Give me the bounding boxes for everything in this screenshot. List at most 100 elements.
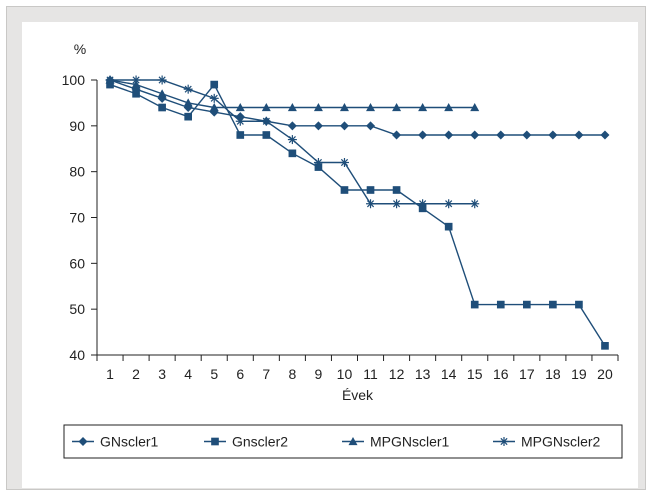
diamond-marker [548,130,558,140]
asterisk-marker [105,75,115,85]
legend-label: Gnscler2 [232,434,288,450]
asterisk-marker [209,93,219,103]
square-marker [211,437,219,446]
diamond-marker [287,121,297,131]
legend: GNscler1 Gnscler2 MPGNscler1 MPGNscler2 [63,424,623,459]
asterisk-marker [366,199,376,209]
y-tick-label: 50 [69,301,85,317]
triangle-marker [418,103,428,112]
x-tick-label: 19 [571,366,587,382]
asterisk-marker [157,75,167,85]
diamond-marker [418,130,428,140]
triangle-marker [183,98,193,107]
x-tick-label: 11 [363,366,378,382]
y-axis-label: % [74,41,86,57]
x-tick-label: 16 [493,366,509,382]
asterisk-marker [418,199,428,209]
diamond-marker [392,130,402,140]
asterisk-marker [470,199,480,209]
diamond-marker [470,130,480,140]
legend-label: MPGNscler1 [370,434,450,450]
x-tick-label: 10 [337,366,353,382]
square-marker [444,222,453,231]
triangle-marker [157,89,167,98]
x-tick-label: 9 [315,366,323,382]
square-marker [158,103,166,112]
legend-item: MPGNscler1 [342,434,450,450]
square-marker [549,300,557,309]
x-tick-label: 15 [467,366,483,382]
square-marker [210,80,219,89]
asterisk-marker [183,84,193,94]
diamond-marker [574,130,584,140]
diamond-marker [78,437,88,446]
triangle-marker [470,103,480,112]
series-gnscler2 [106,80,609,350]
series-layer [105,75,610,350]
legend-item: MPGNscler2 [493,434,601,450]
asterisk-marker [261,116,271,126]
diamond-marker [496,130,506,140]
x-tick-label: 20 [597,366,613,382]
x-axis-label: Évek [342,387,374,403]
x-tick-label: 13 [415,366,431,382]
y-tick-label: 80 [69,164,85,180]
triangle-marker [235,103,245,112]
diamond-marker [444,130,454,140]
asterisk-marker [339,158,349,167]
triangle-marker [366,103,376,112]
y-tick-label: 90 [69,118,85,134]
square-marker [575,300,583,309]
x-tick-label: 17 [519,366,535,382]
x-tick-label: 4 [184,366,192,382]
legend-label: GNscler1 [100,434,159,450]
asterisk-marker [287,135,297,145]
y-tick-label: 70 [69,210,85,226]
asterisk-marker [131,75,141,85]
asterisk-marker [313,158,323,167]
square-marker [392,186,401,194]
y-tick-label: 40 [69,347,85,363]
asterisk-marker [499,437,509,446]
x-tick-label: 18 [545,366,561,382]
x-tick-label: 6 [236,366,244,382]
square-marker [496,300,505,309]
chart-frame [6,6,646,490]
square-marker [262,131,271,139]
triangle-marker [261,103,271,112]
triangle-marker [313,103,323,112]
y-tick-label: 100 [62,72,86,88]
series-line [109,83,606,347]
legend-item: GNscler1 [72,434,159,450]
triangle-marker [392,103,402,112]
square-marker [236,131,245,139]
x-tick-label: 3 [158,366,166,382]
square-marker [106,80,114,89]
legend-item: Gnscler2 [204,434,288,450]
triangle-marker [339,103,349,112]
diamond-marker [600,130,610,140]
series-mpgnscler2 [105,75,480,209]
square-marker [288,149,297,158]
x-tick-label: 5 [210,366,218,382]
diamond-marker [522,130,532,140]
legend-label: MPGNscler2 [521,434,601,450]
diamond-marker [339,121,349,131]
square-marker [184,112,192,121]
triangle-marker [287,103,297,112]
asterisk-marker [444,199,454,209]
triangle-marker [348,437,358,446]
x-tick-label: 7 [262,366,270,382]
square-marker [340,186,349,194]
triangle-marker [444,103,454,112]
asterisk-marker [235,116,245,126]
square-marker [132,89,140,98]
y-tick-label: 60 [69,255,85,271]
square-marker [314,163,323,171]
square-marker [418,204,427,213]
square-marker [470,300,479,309]
diamond-marker [313,121,323,131]
x-tick-label: 8 [288,366,296,382]
